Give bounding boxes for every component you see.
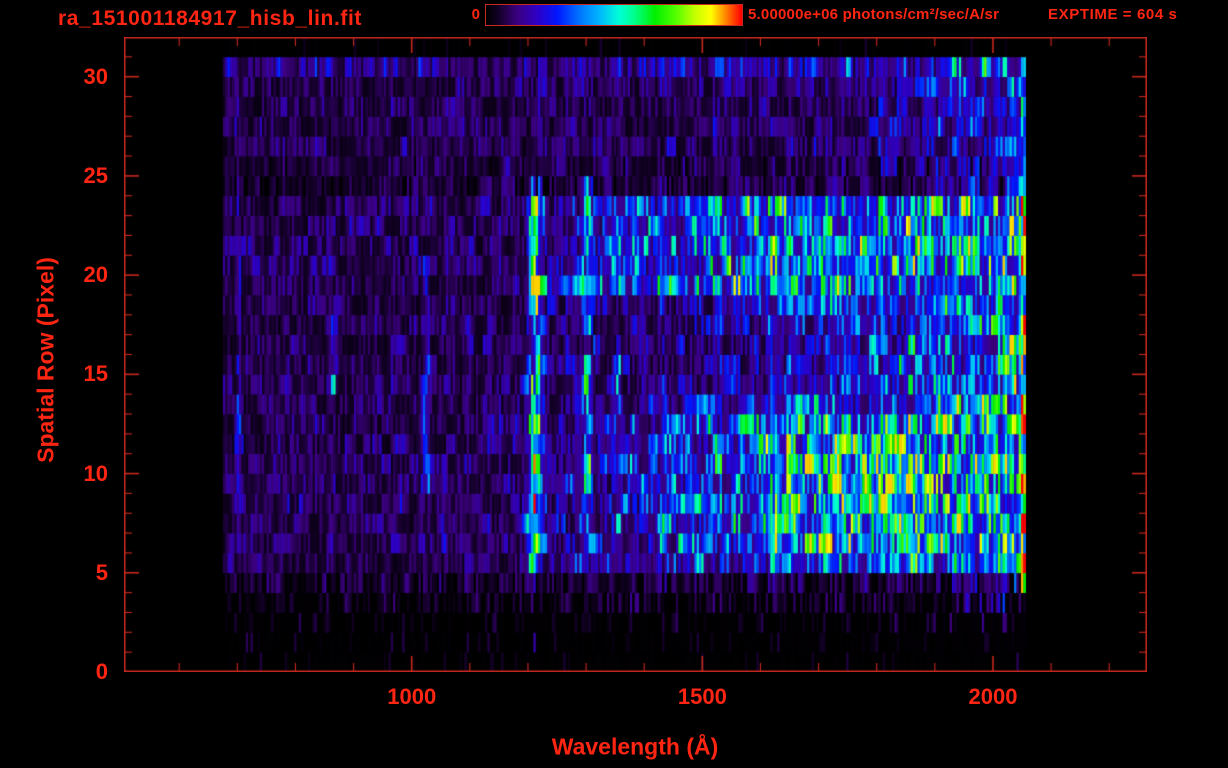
colorbar-max-label: 5.00000e+06 photons/cm²/sec/A/sr <box>748 6 1000 23</box>
x-tick-label: 2000 <box>968 684 1018 709</box>
y-tick-label: 15 <box>83 361 108 387</box>
y-axis-title: Spatial Row (Pixel) <box>32 257 59 463</box>
y-tick-label: 20 <box>83 262 108 288</box>
x-tick-label: 1000 <box>387 684 437 709</box>
y-tick-label: 10 <box>83 460 108 486</box>
y-tick-label: 25 <box>83 162 108 188</box>
y-tick-label: 0 <box>95 659 108 684</box>
x-axis-title: Wavelength (Å) <box>551 733 719 760</box>
x-tick-label: 1500 <box>677 684 727 709</box>
file-title: ra_151001184917_hisb_lin.fit <box>58 7 363 30</box>
y-tick-label: 30 <box>83 63 108 89</box>
spectrogram-heatmap <box>124 37 1147 672</box>
colorbar <box>485 4 743 26</box>
colorbar-min-label: 0 <box>471 6 480 23</box>
y-tick-label: 5 <box>95 559 108 585</box>
exptime-label: EXPTIME = 604 s <box>1048 6 1178 23</box>
